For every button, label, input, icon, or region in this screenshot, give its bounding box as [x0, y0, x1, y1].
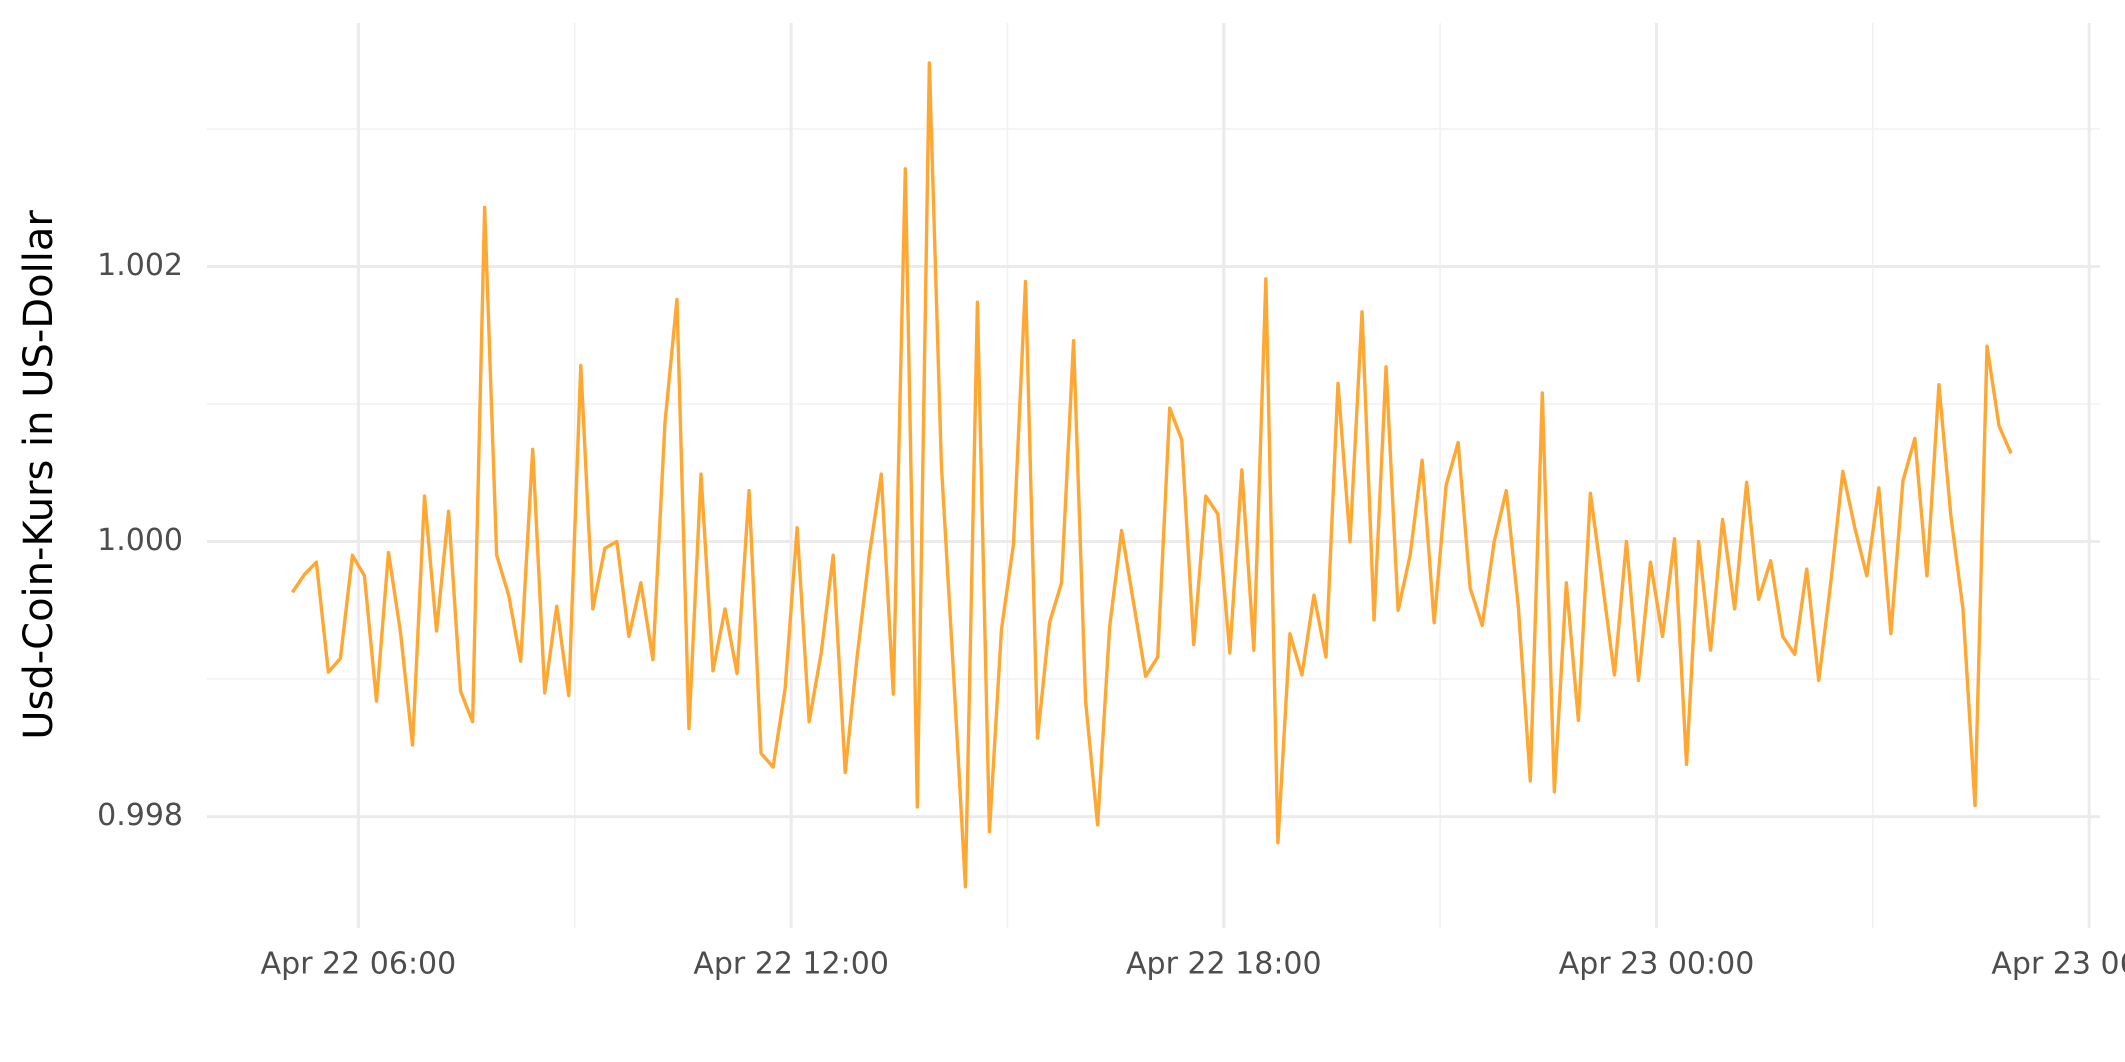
data-line — [290, 61, 2013, 889]
y-tick-label: 1.002 — [97, 248, 183, 283]
x-tick-label: Apr 23 00:00 — [1559, 947, 1755, 982]
y-tick-label: 1.000 — [97, 523, 183, 558]
x-tick-label: Apr 22 12:00 — [693, 947, 889, 982]
x-tick-label: Apr 22 06:00 — [261, 947, 457, 982]
y-tick-label: 0.998 — [97, 798, 183, 833]
x-tick-label: Apr 23 06:00 — [1991, 947, 2125, 982]
x-tick-label: Apr 22 18:00 — [1126, 947, 1322, 982]
y-axis-label: Usd-Coin-Kurs in US-Dollar — [16, 210, 62, 740]
